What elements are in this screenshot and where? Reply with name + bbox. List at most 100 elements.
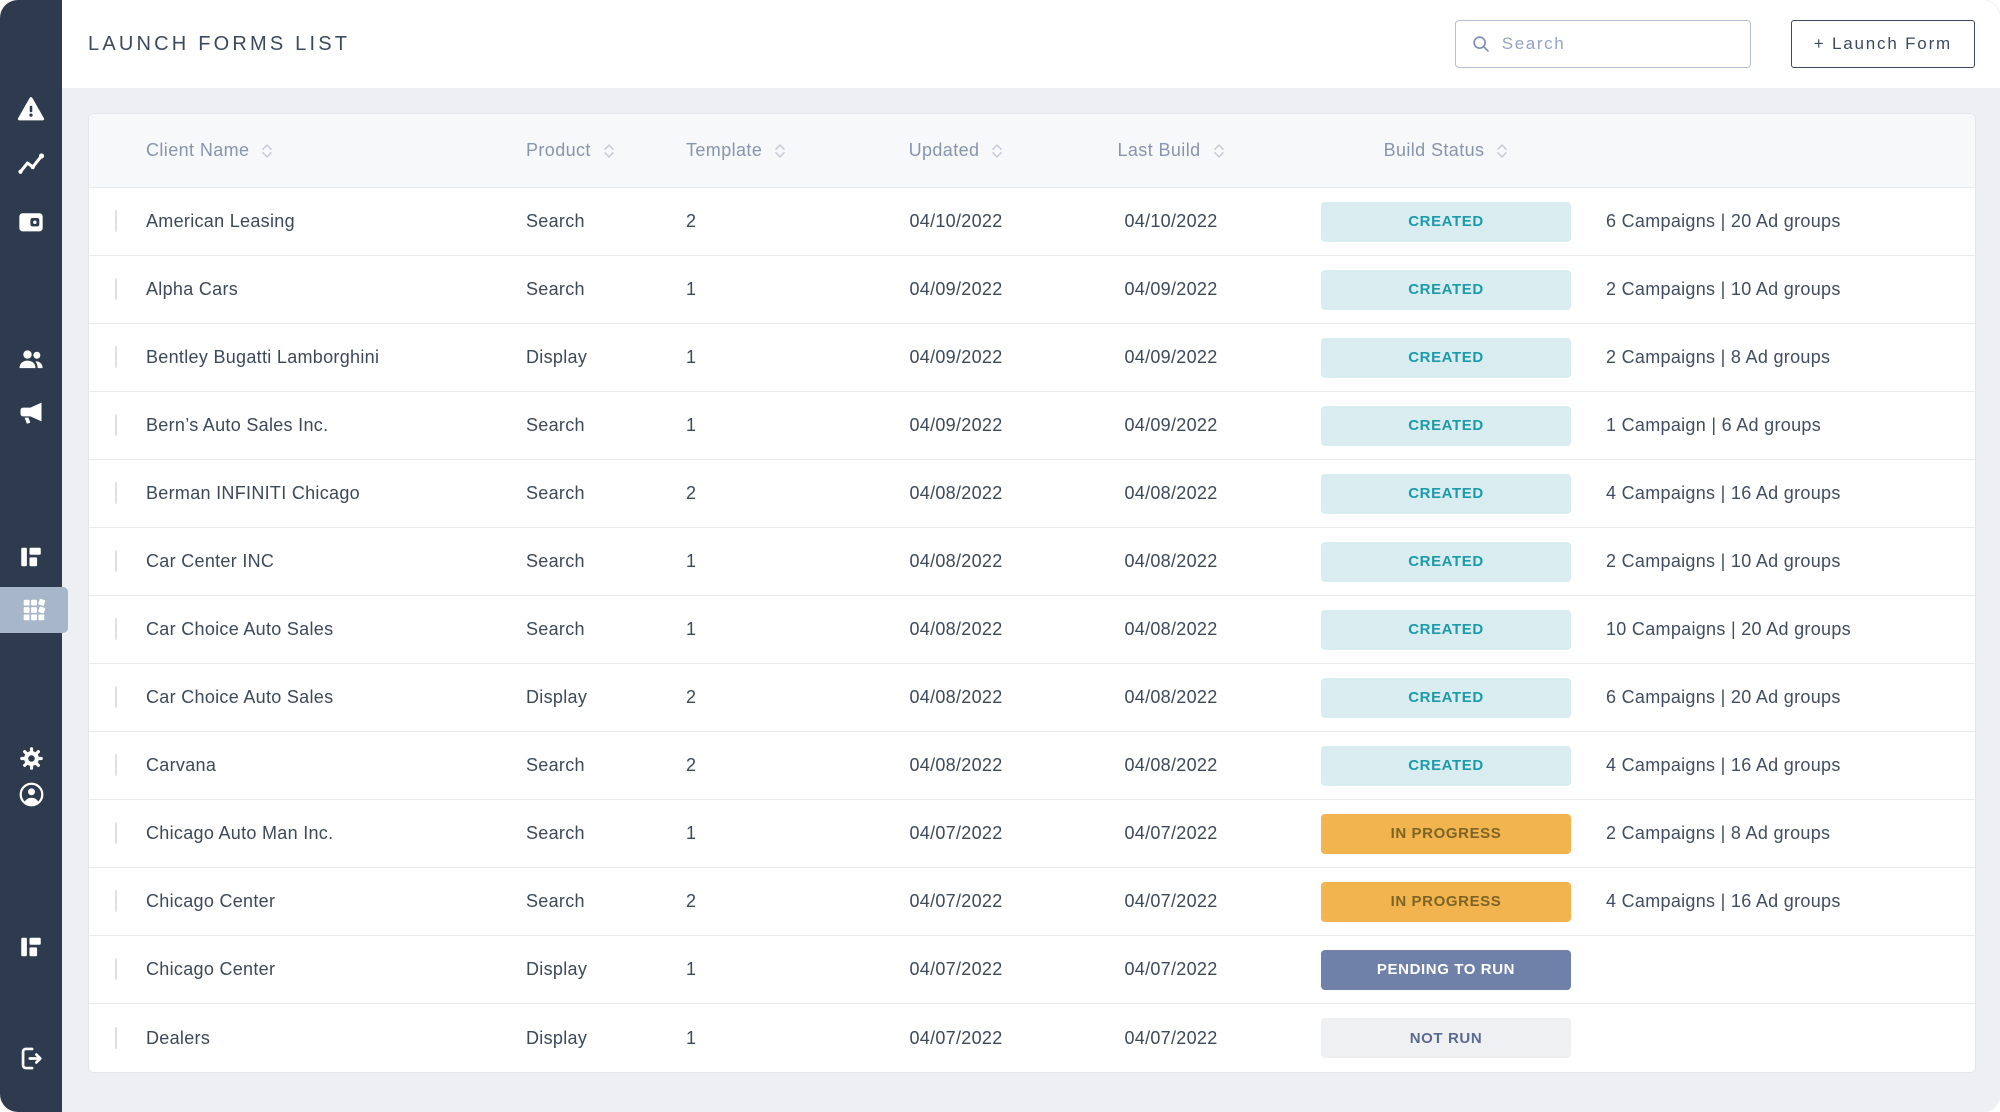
updated-cell: 04/07/2022 xyxy=(909,823,1003,843)
build-status-cell: IN PROGRESS xyxy=(1286,813,1606,854)
updated-cell: 04/09/2022 xyxy=(909,415,1003,435)
column-header-client-name[interactable]: Client Name xyxy=(146,140,526,161)
search-input[interactable] xyxy=(1501,34,1736,54)
row-checkbox[interactable] xyxy=(115,482,117,504)
sidebar-item-apps-grid[interactable] xyxy=(0,587,68,633)
table-row[interactable]: Chicago Center Display 1 04/07/2022 04/07/20… xyxy=(89,936,1975,1004)
campaigns-cell: 4 Campaigns | 16 Ad groups xyxy=(1606,755,1841,775)
row-checkbox[interactable] xyxy=(115,822,117,844)
table-row[interactable]: Car Center INC Search 1 04/08/2022 04/08/202… xyxy=(89,528,1975,596)
table-row[interactable]: Berman INFINITI Chicago Search 2 04/08/2022… xyxy=(89,460,1975,528)
user-circle-icon xyxy=(19,782,43,806)
sidebar-item-wallet[interactable] xyxy=(0,208,62,236)
updated-cell: 04/10/2022 xyxy=(909,211,1003,231)
sort-icon xyxy=(1497,143,1508,158)
product-cell: Search xyxy=(526,483,585,503)
product-cell: Search xyxy=(526,551,585,571)
last-build-cell: 04/08/2022 xyxy=(1124,551,1218,571)
sidebar-item-alert-triangle[interactable] xyxy=(0,95,62,123)
client-name-cell: Car Center INC xyxy=(146,551,275,571)
table-row[interactable]: Car Choice Auto Sales Search 1 04/08/2022 04… xyxy=(89,596,1975,664)
row-checkbox[interactable] xyxy=(115,1026,117,1049)
column-header-last-build[interactable]: Last Build xyxy=(1056,140,1286,161)
table-row[interactable]: American Leasing Search 2 04/10/2022 04/10/2… xyxy=(89,188,1975,256)
updated-cell: 04/08/2022 xyxy=(909,619,1003,639)
logout-icon xyxy=(21,1047,42,1069)
build-status-badge: NOT RUN xyxy=(1321,1018,1571,1058)
table-row[interactable]: Bern’s Auto Sales Inc. Search 1 04/09/2022 0… xyxy=(89,392,1975,460)
client-name-cell: Bentley Bugatti Lamborghini xyxy=(146,347,380,367)
sidebar-item-logout[interactable] xyxy=(0,1044,62,1072)
row-checkbox[interactable] xyxy=(115,278,117,300)
search-icon xyxy=(1473,36,1489,52)
client-name-cell: American Leasing xyxy=(146,211,295,231)
campaigns-cell: 10 Campaigns | 20 Ad groups xyxy=(1606,619,1851,639)
sidebar-item-gear[interactable] xyxy=(0,744,62,772)
campaigns-cell: 6 Campaigns | 20 Ad groups xyxy=(1606,211,1841,231)
trend-chart-icon xyxy=(18,153,45,174)
sidebar-item-user-circle[interactable] xyxy=(0,780,62,808)
template-cell: 1 xyxy=(686,279,697,299)
checkbox-cell xyxy=(115,550,146,572)
row-checkbox[interactable] xyxy=(115,618,117,640)
build-status-badge: IN PROGRESS xyxy=(1321,813,1571,854)
build-status-badge: CREATED xyxy=(1321,405,1571,446)
product-cell: Display xyxy=(526,1027,588,1048)
column-header-product[interactable]: Product xyxy=(526,140,686,161)
checkbox-cell xyxy=(115,278,146,300)
main-area: LAUNCH FORMS LIST + Launch Form Client N… xyxy=(62,0,2000,1112)
column-header-build-status[interactable]: Build Status xyxy=(1286,140,1606,161)
updated-cell: 04/08/2022 xyxy=(909,687,1003,707)
product-cell: Display xyxy=(526,347,588,367)
table-row[interactable]: Alpha Cars Search 1 04/09/2022 04/09/2022 CRE… xyxy=(89,256,1975,324)
sort-icon xyxy=(262,143,273,158)
content-area: Client Name Product Template Updated Last Bu… xyxy=(62,88,2000,1073)
table-row[interactable]: Chicago Auto Man Inc. Search 1 04/07/2022 04… xyxy=(89,800,1975,868)
page-title: LAUNCH FORMS LIST xyxy=(88,32,351,55)
sidebar-item-megaphone[interactable] xyxy=(0,398,62,426)
sidebar-item-dashboard[interactable] xyxy=(0,933,62,961)
build-status-badge: CREATED xyxy=(1321,745,1571,786)
table-row[interactable]: Bentley Bugatti Lamborghini Display 1 04/09… xyxy=(89,324,1975,392)
row-checkbox[interactable] xyxy=(115,346,117,368)
template-cell: 1 xyxy=(686,823,697,843)
build-status-cell: NOT RUN xyxy=(1286,1018,1606,1058)
product-cell: Search xyxy=(526,415,585,435)
client-name-cell: Dealers xyxy=(146,1027,211,1048)
template-cell: 2 xyxy=(686,211,697,231)
updated-cell: 04/08/2022 xyxy=(909,551,1003,571)
table-row[interactable]: Dealers Display 1 04/07/2022 04/07/2022 NOT R… xyxy=(89,1004,1975,1072)
column-header-template[interactable]: Template xyxy=(686,140,856,161)
sidebar-item-trend-chart[interactable] xyxy=(0,149,62,177)
product-cell: Display xyxy=(526,959,588,979)
checkbox-cell xyxy=(115,346,146,368)
row-checkbox[interactable] xyxy=(115,414,117,436)
row-checkbox[interactable] xyxy=(115,210,117,232)
checkbox-cell xyxy=(115,754,146,776)
row-checkbox[interactable] xyxy=(115,958,117,980)
topbar-actions: + Launch Form xyxy=(1454,20,1975,68)
apps-grid-icon xyxy=(23,598,46,621)
updated-cell: 04/09/2022 xyxy=(909,279,1003,299)
checkbox-cell xyxy=(115,482,146,504)
row-checkbox[interactable] xyxy=(115,550,117,572)
updated-cell: 04/08/2022 xyxy=(909,755,1003,775)
sidebar-item-users[interactable] xyxy=(0,345,62,373)
build-status-cell: PENDING TO RUN xyxy=(1286,949,1606,990)
alert-triangle-icon xyxy=(17,97,45,121)
build-status-badge: CREATED xyxy=(1321,473,1571,514)
build-status-cell: CREATED xyxy=(1286,677,1606,718)
column-header-updated[interactable]: Updated xyxy=(856,140,1056,161)
table-row[interactable]: Chicago Center Search 2 04/07/2022 04/07/202… xyxy=(89,868,1975,936)
product-cell: Search xyxy=(526,619,585,639)
sidebar-item-dashboard[interactable] xyxy=(0,543,62,571)
launch-form-button[interactable]: + Launch Form xyxy=(1790,20,1975,68)
table-row[interactable]: Carvana Search 2 04/08/2022 04/08/2022 CREATE… xyxy=(89,732,1975,800)
row-checkbox[interactable] xyxy=(115,890,117,912)
row-checkbox[interactable] xyxy=(115,686,117,708)
build-status-cell: CREATED xyxy=(1286,337,1606,378)
table-row[interactable]: Car Choice Auto Sales Display 2 04/08/2022 0… xyxy=(89,664,1975,732)
campaigns-cell: 4 Campaigns | 16 Ad groups xyxy=(1606,891,1841,911)
row-checkbox[interactable] xyxy=(115,754,117,776)
dashboard-icon xyxy=(21,937,41,957)
